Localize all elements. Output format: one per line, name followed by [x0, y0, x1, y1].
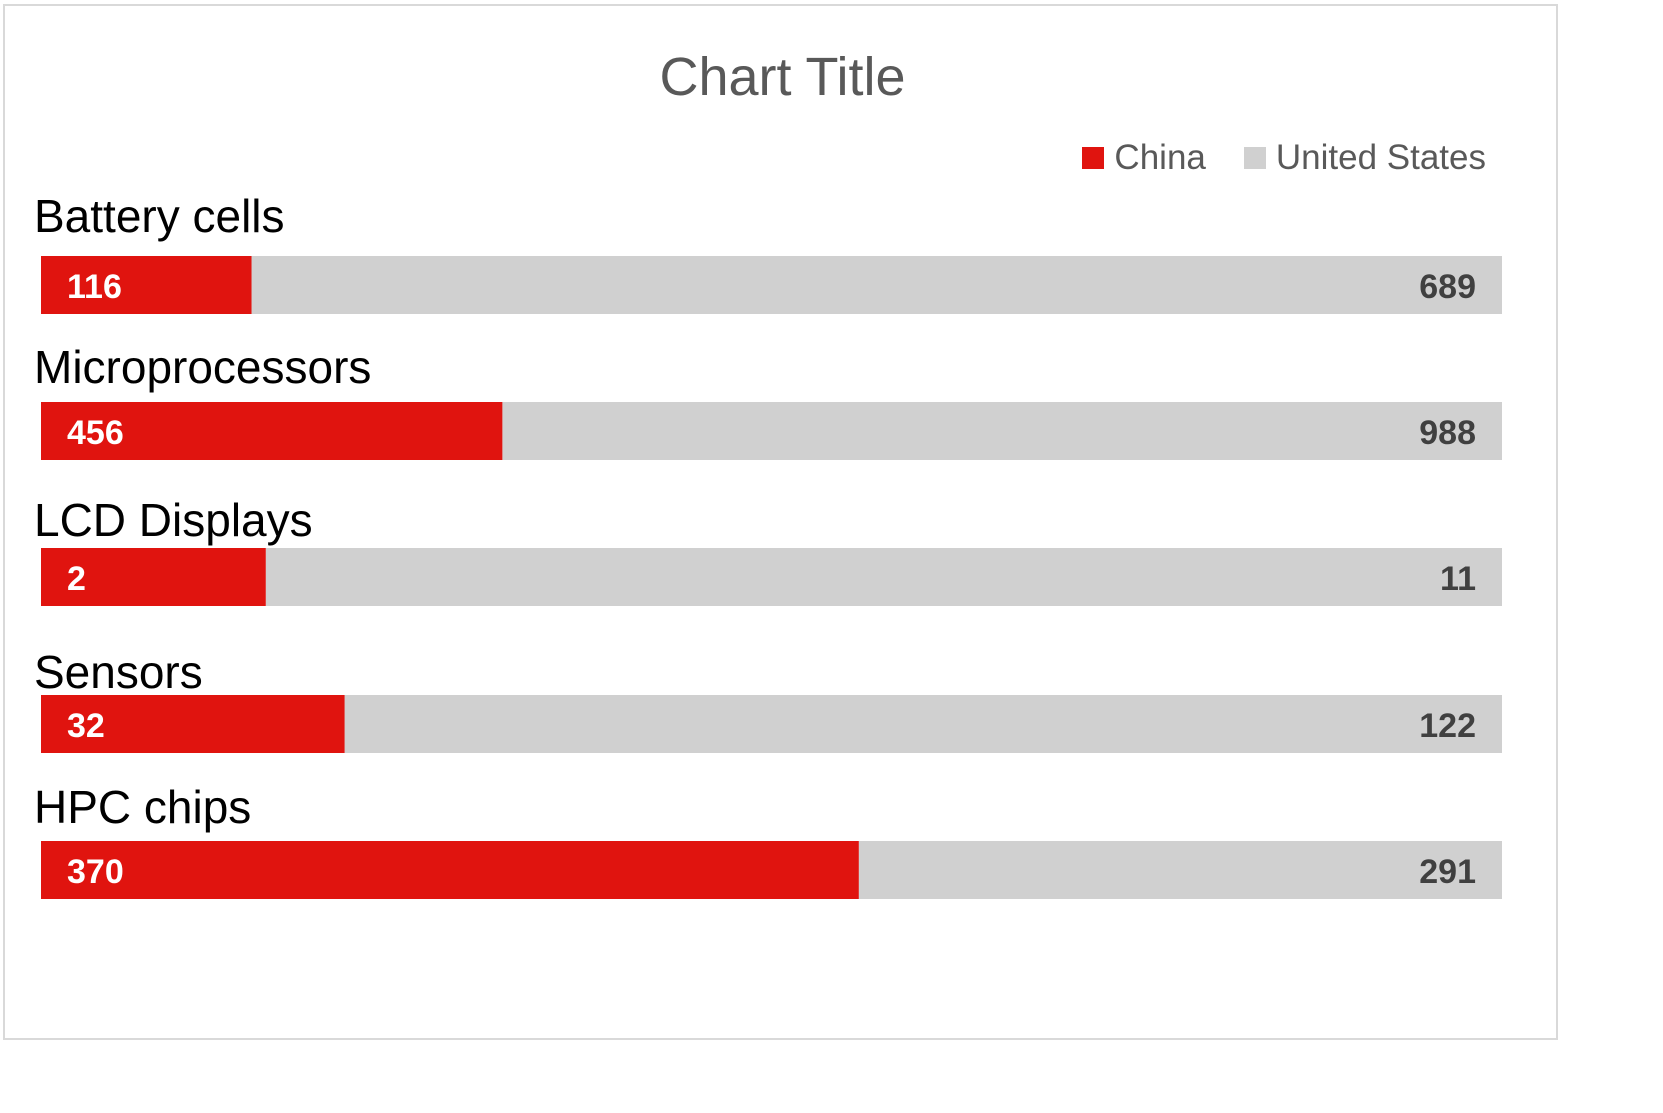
- legend-swatch-united-states: [1243, 147, 1266, 169]
- legend-swatch-china: [1082, 147, 1105, 169]
- data-label-united-states-battery-cells: 689: [1419, 268, 1476, 306]
- data-label-china-sensors: 32: [67, 707, 105, 745]
- legend-item-china: China: [1082, 138, 1206, 178]
- category-label-battery-cells: Battery cells: [34, 190, 285, 242]
- bar-china-hpc-chips: [41, 841, 859, 899]
- data-label-china-lcd-displays: 2: [67, 560, 86, 598]
- data-label-united-states-microprocessors: 988: [1419, 414, 1476, 452]
- bar-united-states-battery-cells: [251, 256, 1503, 314]
- bar-china-sensors: [41, 695, 345, 753]
- legend: China United States: [1044, 138, 1486, 178]
- bar-united-states-sensors: [344, 695, 1502, 753]
- data-label-united-states-lcd-displays: 11: [1440, 560, 1476, 598]
- category-label-lcd-displays: LCD Displays: [34, 494, 313, 546]
- data-label-united-states-sensors: 122: [1419, 707, 1476, 745]
- bar-united-states-lcd-displays: [265, 548, 1502, 606]
- data-label-china-battery-cells: 116: [67, 268, 122, 306]
- legend-label-china: China: [1114, 138, 1206, 177]
- bar-china-lcd-displays: [41, 548, 266, 606]
- data-label-china-microprocessors: 456: [67, 414, 124, 452]
- data-label-united-states-hpc-chips: 291: [1419, 853, 1476, 891]
- category-label-sensors: Sensors: [34, 646, 203, 698]
- legend-label-united-states: United States: [1275, 138, 1486, 177]
- bar-plot-area: Battery cells 116 689 Microprocessors 456 988…: [34, 190, 1503, 899]
- bar-united-states-microprocessors: [502, 402, 1502, 460]
- category-label-microprocessors: Microprocessors: [34, 341, 371, 393]
- data-label-china-hpc-chips: 370: [67, 853, 124, 891]
- bar-united-states-hpc-chips: [858, 841, 1502, 899]
- legend-item-united-states: United States: [1243, 138, 1486, 178]
- bar-china-microprocessors: [41, 402, 503, 460]
- category-label-hpc-chips: HPC chips: [34, 781, 251, 833]
- bar-china-battery-cells: [41, 256, 252, 314]
- chart-frame: Chart Title China United States Battery …: [3, 4, 1558, 1040]
- chart-title: Chart Title: [659, 47, 906, 107]
